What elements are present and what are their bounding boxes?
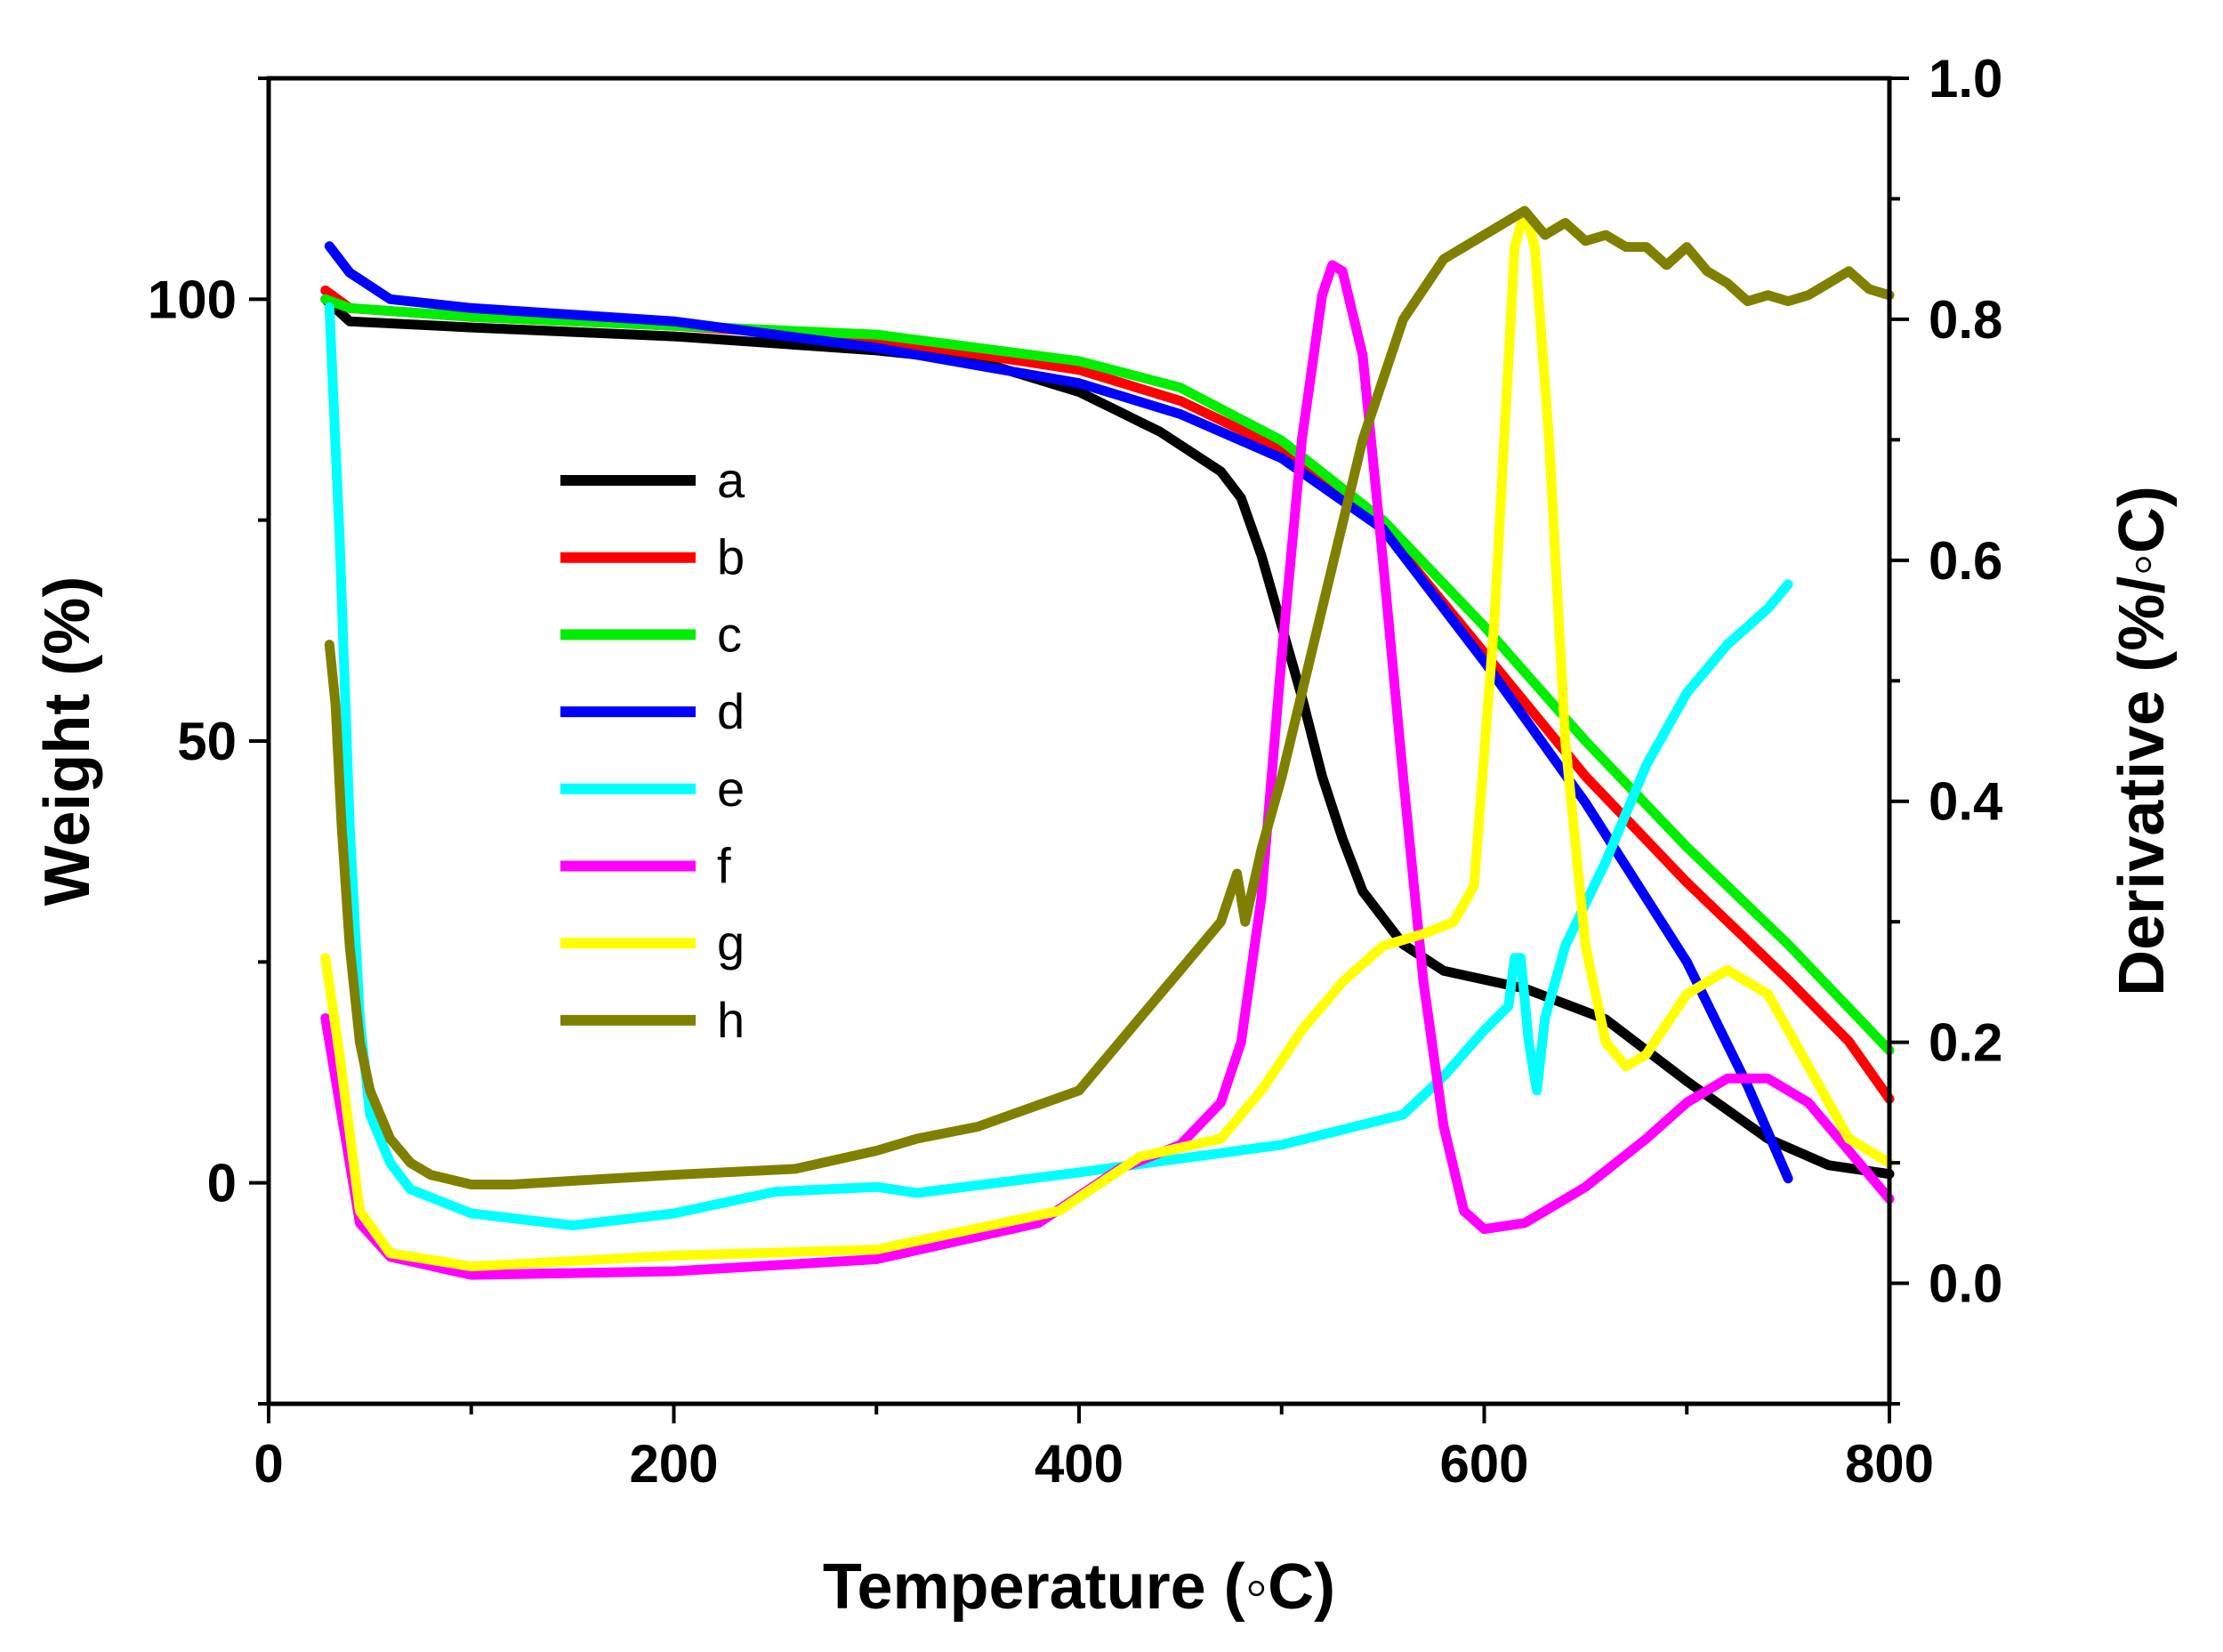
y2-tick-label: 0.0 bbox=[1929, 1254, 2002, 1314]
y-axis-title: Weight (%) bbox=[32, 576, 103, 907]
legend-label-f: f bbox=[717, 838, 731, 894]
x-tick-label: 800 bbox=[1845, 1434, 1934, 1494]
legend-label-b: b bbox=[717, 529, 745, 585]
y2-tick-label: 0.2 bbox=[1929, 1013, 2002, 1073]
y2-tick-label: 0.8 bbox=[1929, 290, 2002, 350]
series-line-h bbox=[324, 205, 1895, 1189]
ticks-layer: 0 200 400 600 800 0 50 100 0.0 0.2 0.4 0.6 0.8 1.0 bbox=[148, 49, 2003, 1494]
series-line-d bbox=[324, 241, 1793, 1184]
y-tick-label: 50 bbox=[177, 712, 237, 771]
y-tick-label: 0 bbox=[207, 1154, 237, 1213]
x-tick-label: 600 bbox=[1439, 1434, 1528, 1494]
legend-label-g: g bbox=[717, 915, 745, 971]
y-tick-label: 100 bbox=[148, 270, 237, 329]
legend-label-c: c bbox=[717, 606, 742, 662]
series-line-f bbox=[320, 260, 1895, 1280]
x-tick-label: 0 bbox=[254, 1434, 283, 1494]
x-tick-label: 400 bbox=[1035, 1434, 1124, 1494]
series-layer bbox=[320, 205, 1895, 1280]
series-line-e bbox=[324, 302, 1793, 1230]
x-axis-title: Temperature (◦C) bbox=[823, 1551, 1335, 1623]
y2-tick-label: 1.0 bbox=[1929, 49, 2002, 109]
legend-label-h: h bbox=[717, 992, 745, 1048]
series-line-g bbox=[320, 205, 1895, 1272]
y2-tick-label: 0.6 bbox=[1929, 531, 2002, 591]
series-line-c bbox=[320, 294, 1895, 1056]
y2-tick-label: 0.4 bbox=[1929, 772, 2003, 832]
legend-label-d: d bbox=[717, 683, 745, 739]
legend-label-a: a bbox=[717, 452, 745, 508]
y2-axis-title: Derivative (%/◦C) bbox=[2106, 486, 2178, 996]
legend-label-e: e bbox=[717, 761, 745, 817]
x-tick-label: 200 bbox=[629, 1434, 718, 1494]
